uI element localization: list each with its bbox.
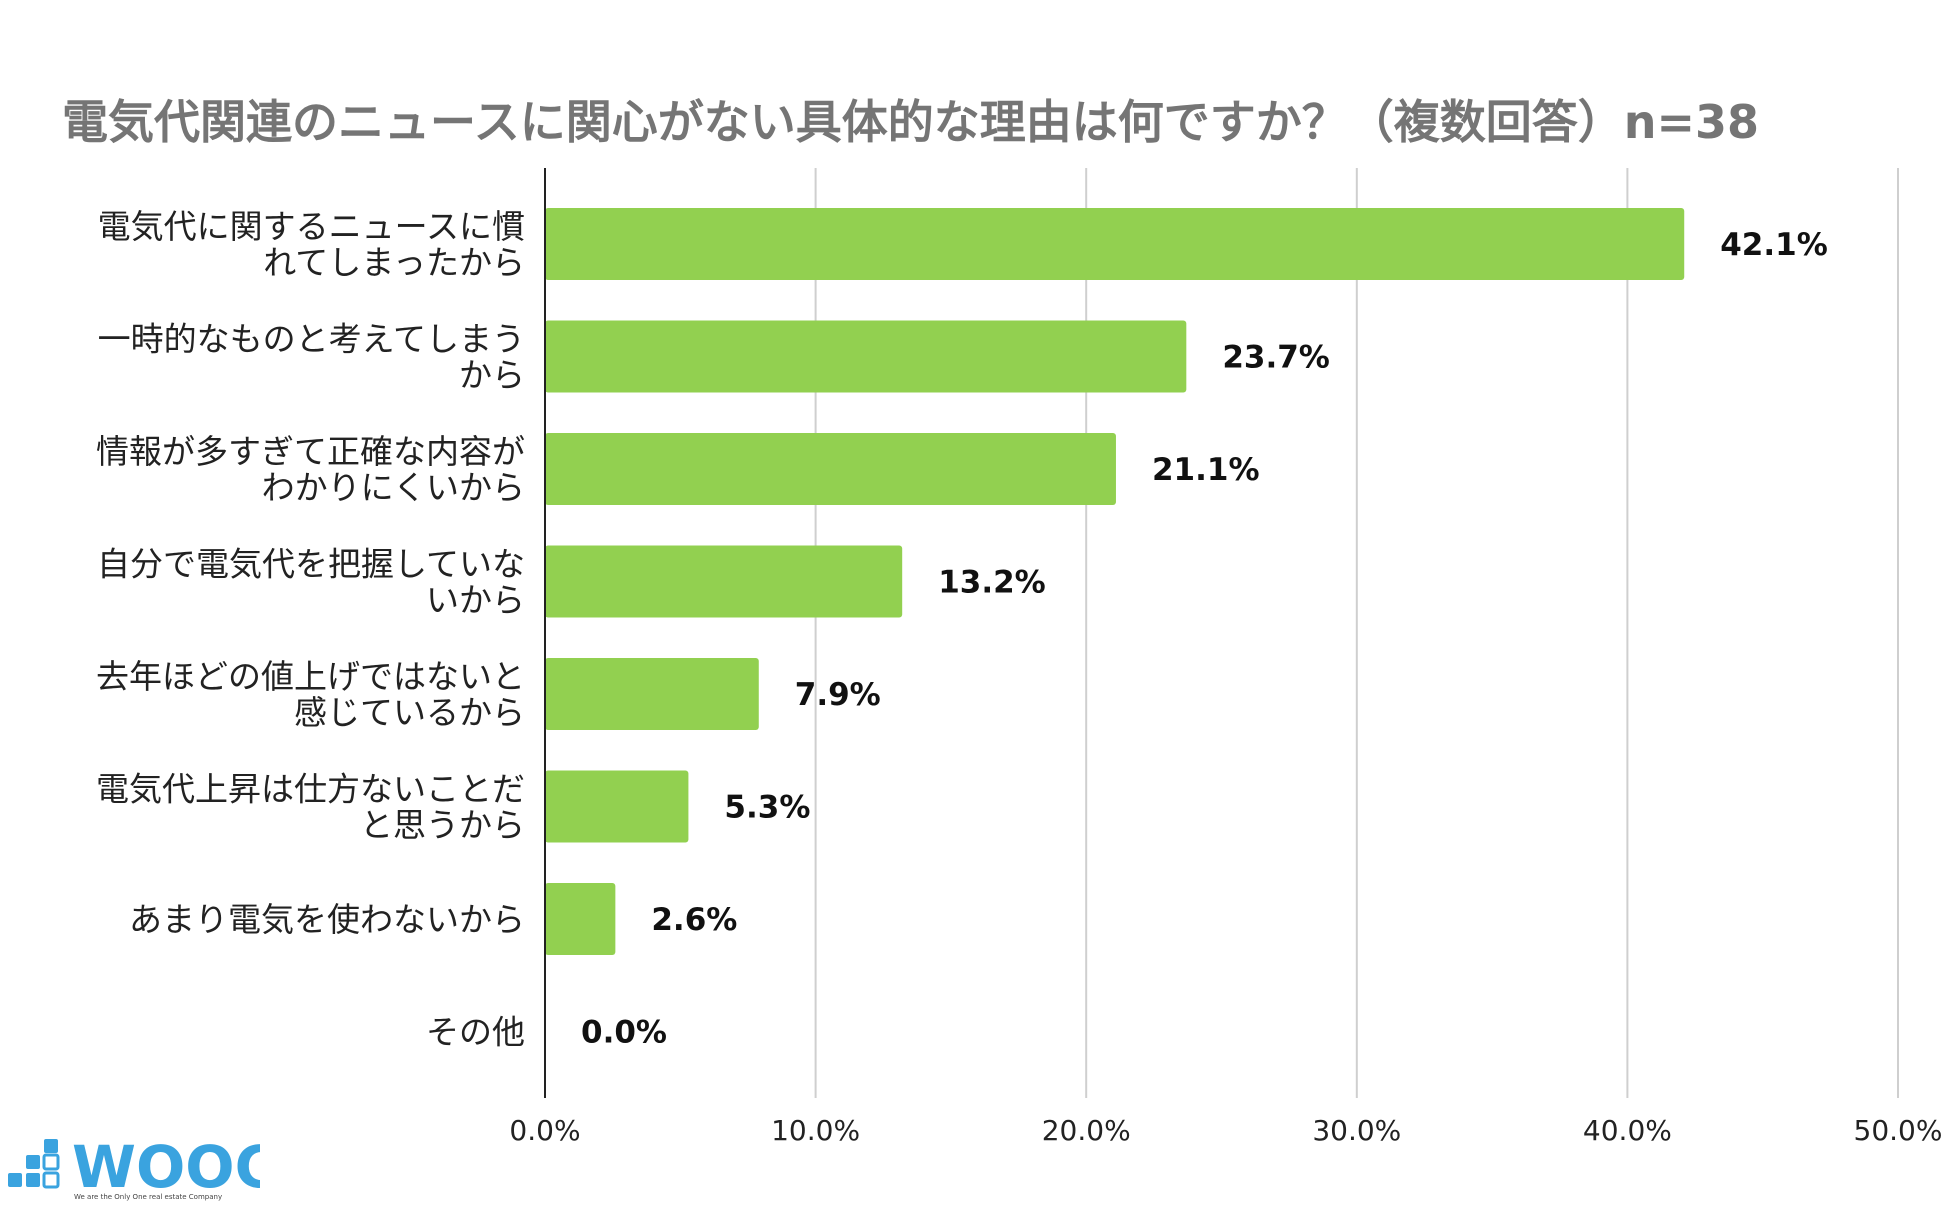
bars — [545, 208, 1685, 955]
bar — [545, 658, 759, 730]
logo-blocks-icon — [8, 1139, 60, 1189]
category-label: 一時的なものと考えてしまうから — [98, 320, 525, 395]
bar — [545, 770, 689, 843]
x-tick-label: 40.0% — [1583, 1114, 1672, 1147]
bar-value-label: 5.3% — [724, 790, 810, 826]
x-tick-label: 0.0% — [509, 1114, 580, 1147]
x-tick-label: 50.0% — [1854, 1114, 1943, 1147]
category-label: 電気代に関するニュースに慣れてしまったから — [98, 207, 525, 282]
bar-value-label: 0.0% — [581, 1015, 667, 1051]
category-label: 電気代上昇は仕方ないことだと思うから — [96, 770, 525, 845]
x-tick-label: 10.0% — [771, 1114, 860, 1147]
category-label: あまり電気を使わないから — [129, 900, 525, 939]
logo-tagline: We are the Only One real estate Company — [74, 1193, 222, 1201]
bar — [545, 433, 1116, 505]
bar-value-label: 23.7% — [1222, 340, 1330, 376]
x-tick-label: 30.0% — [1312, 1114, 1401, 1147]
chart-title: 電気代関連のニュースに関心がない具体的な理由は何ですか？（複数回答）n=38 — [62, 95, 1759, 149]
bar — [545, 320, 1187, 393]
bar-value-label: 21.1% — [1152, 452, 1260, 488]
category-label: 去年ほどの値上げではないと感じているから — [96, 657, 525, 732]
bar-value-label: 2.6% — [651, 902, 737, 938]
x-tick-label: 20.0% — [1042, 1114, 1131, 1147]
bar — [545, 545, 903, 618]
bar-value-label: 7.9% — [795, 677, 881, 713]
value-labels: 42.1% 23.7% 21.1% 13.2% 7.9% 5.3% 2.6% 0.0% — [581, 227, 1828, 1051]
gridlines — [814, 168, 1899, 1098]
wooc-logo: WOOC We are the Only One real estate Com… — [8, 1133, 260, 1201]
x-axis-ticks: 0.0% 10.0% 20.0% 30.0% 40.0% 50.0% — [509, 1114, 1942, 1147]
bar-value-label: 13.2% — [938, 565, 1046, 601]
bar — [545, 883, 616, 955]
category-labels: 電気代に関するニュースに慣れてしまったから一時的なものと考えてしまうから情報が多… — [96, 207, 525, 1052]
bar-value-label: 42.1% — [1720, 227, 1828, 263]
category-label: その他 — [426, 1013, 525, 1052]
logo-wordmark: WOOC — [72, 1133, 260, 1201]
category-label: 自分で電気代を把握していないから — [97, 545, 525, 620]
bar — [545, 208, 1685, 280]
category-label: 情報が多すぎて正確な内容がわかりにくいから — [96, 432, 525, 507]
